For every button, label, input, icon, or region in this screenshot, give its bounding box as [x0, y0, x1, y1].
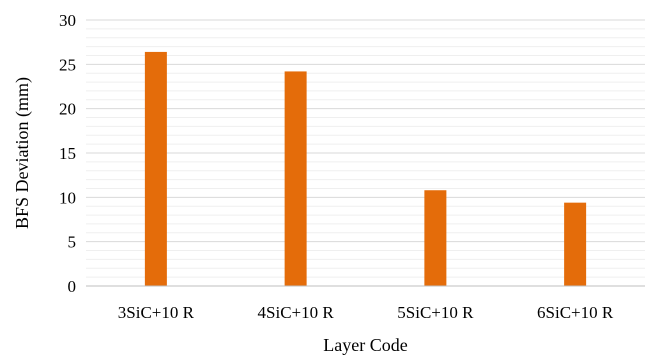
bar — [144, 51, 167, 286]
bar — [424, 190, 447, 286]
y-axis-ticks: 0 5 10 15 20 25 30 — [59, 11, 76, 296]
y-tick-label: 0 — [68, 277, 77, 296]
x-axis-title: Layer Code — [323, 335, 407, 355]
grid-lines — [86, 19, 645, 278]
x-tick-label: 6SiC+10 R — [537, 303, 614, 322]
bar — [284, 71, 307, 286]
x-tick-label: 5SiC+10 R — [397, 303, 474, 322]
y-axis-title: BFS Deviation (mm) — [12, 77, 33, 229]
y-tick-label: 20 — [59, 100, 76, 119]
y-tick-label: 30 — [59, 11, 76, 30]
y-tick-label: 25 — [59, 55, 76, 74]
x-axis-categories: 3SiC+10 R 4SiC+10 R 5SiC+10 R 6SiC+10 R — [118, 303, 614, 322]
x-tick-label: 4SiC+10 R — [258, 303, 335, 322]
y-tick-label: 5 — [68, 233, 77, 252]
y-tick-label: 15 — [59, 144, 76, 163]
y-tick-label: 10 — [59, 188, 76, 207]
x-tick-label: 3SiC+10 R — [118, 303, 195, 322]
bars — [144, 51, 587, 286]
bar — [564, 202, 587, 286]
